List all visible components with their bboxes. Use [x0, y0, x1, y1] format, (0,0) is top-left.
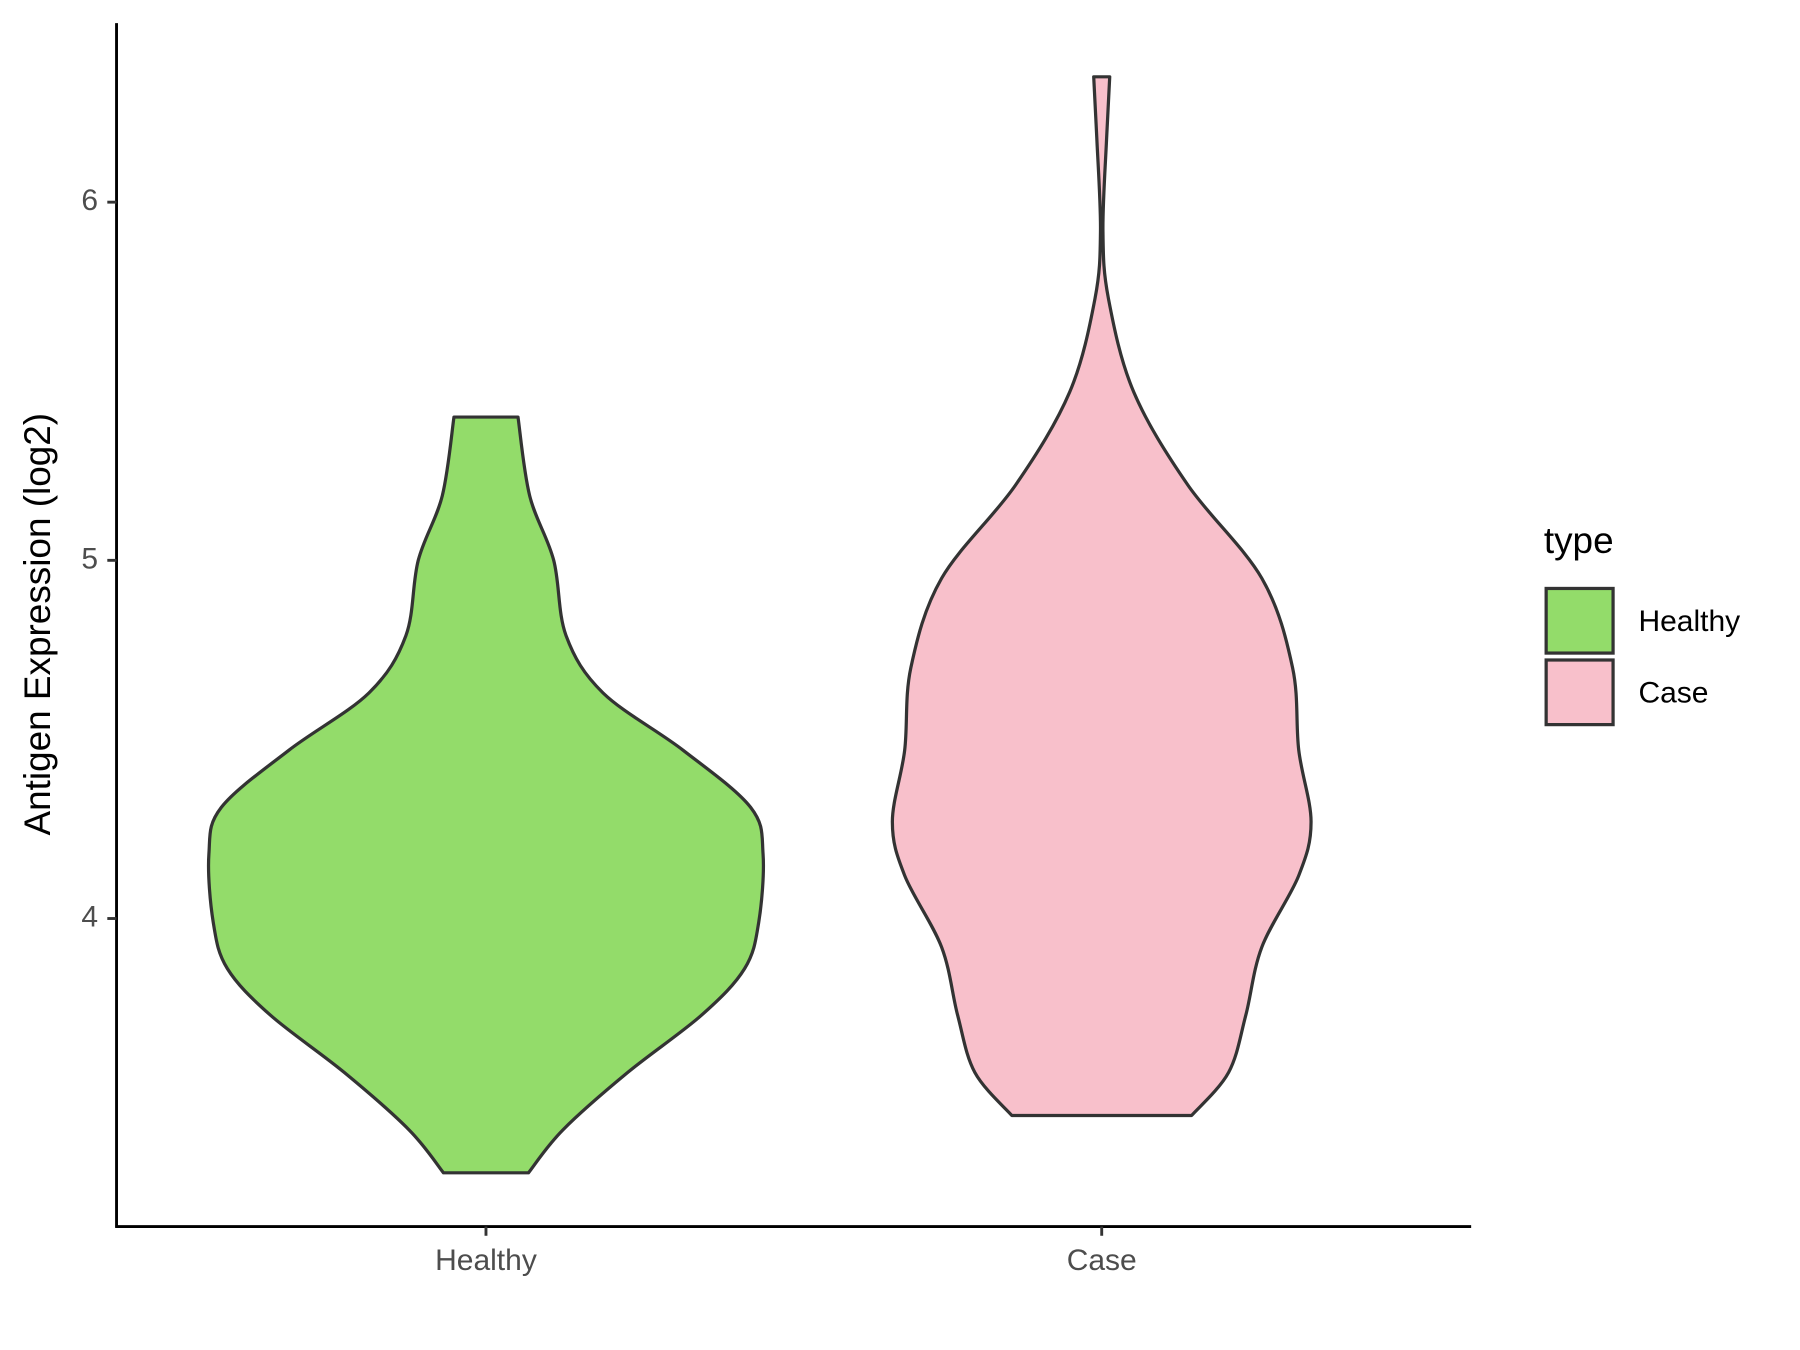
y-tick-label: 5: [81, 542, 98, 575]
violin: [206, 415, 766, 1175]
legend-key: [1544, 586, 1615, 655]
y-tick-label: 6: [81, 184, 98, 217]
violin: [890, 75, 1313, 1118]
legend-key: [1544, 658, 1615, 727]
legend-title: type: [1544, 520, 1614, 561]
x-tick-label: Case: [1067, 1244, 1137, 1277]
x-tick-label: Healthy: [435, 1244, 537, 1277]
legend-label: Healthy: [1638, 605, 1740, 638]
y-axis-title: Antigen Expression (log2): [17, 413, 58, 836]
legend-label: Case: [1638, 677, 1708, 710]
y-tick-label: 4: [81, 900, 98, 933]
